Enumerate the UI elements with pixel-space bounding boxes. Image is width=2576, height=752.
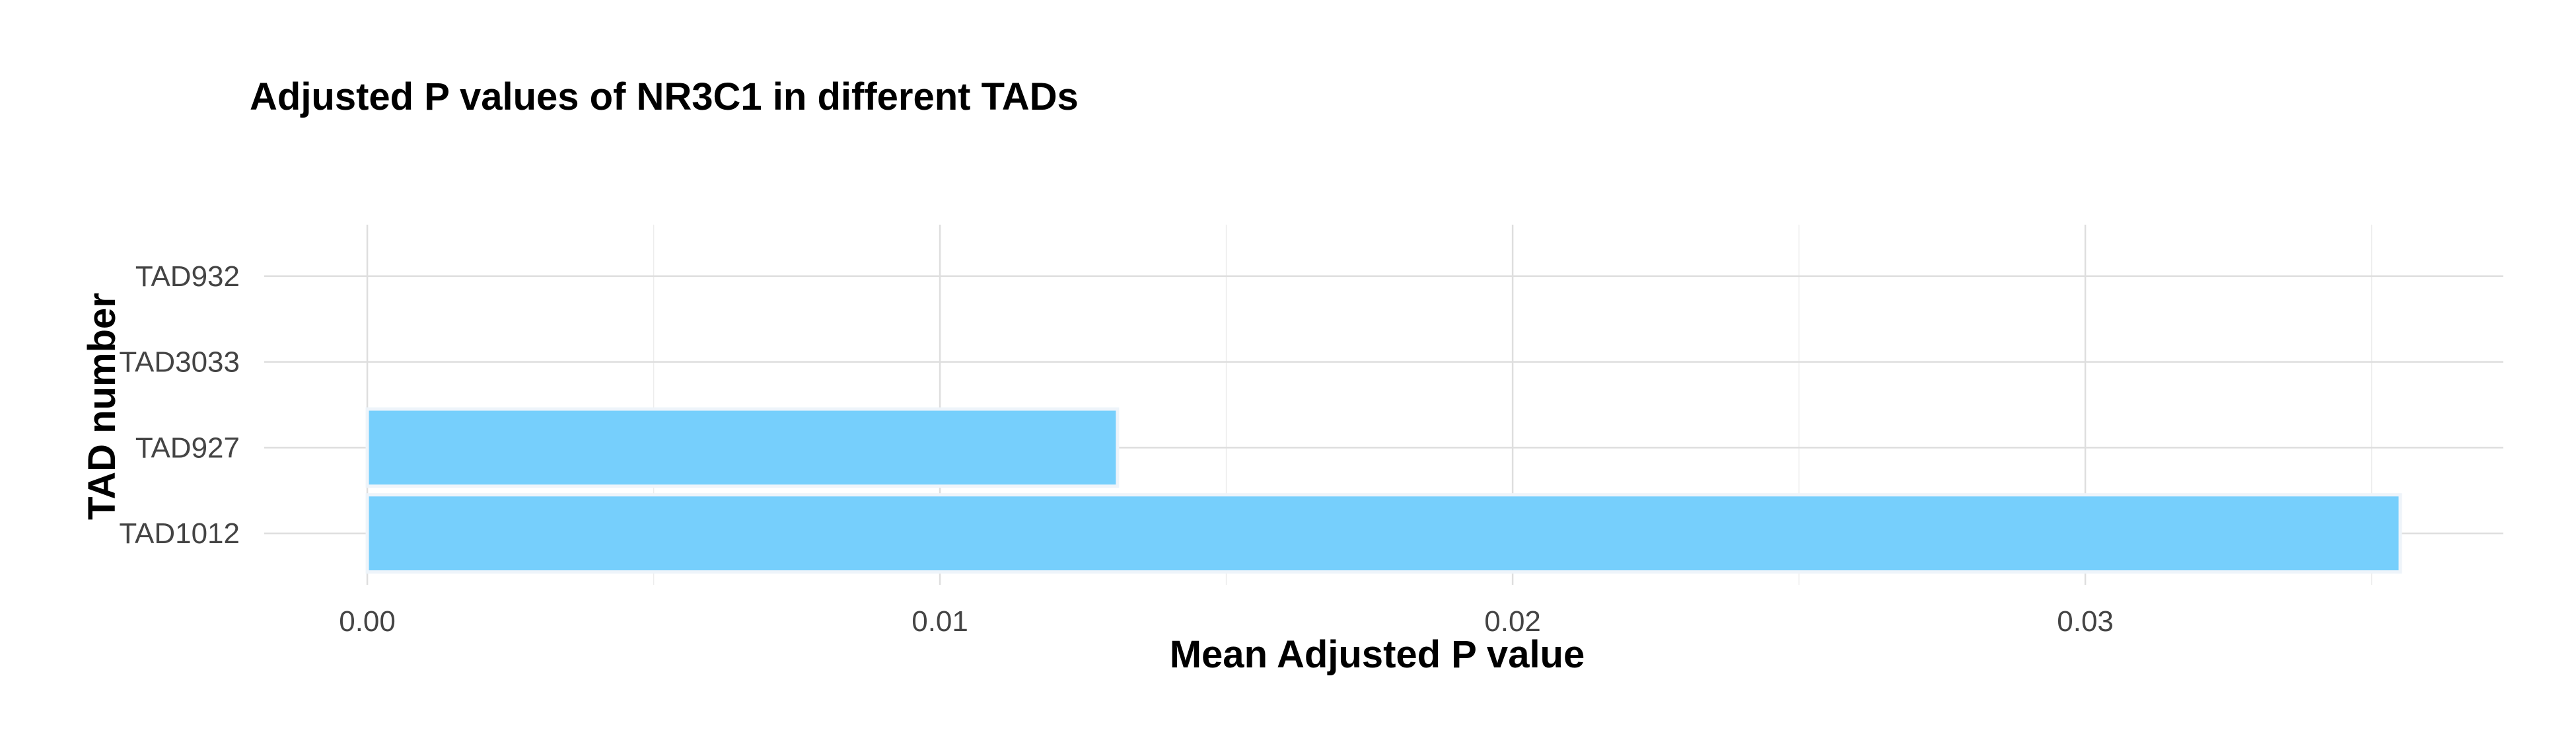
y-tick-label: TAD3033 bbox=[119, 346, 240, 379]
y-tick-label: TAD932 bbox=[135, 260, 240, 293]
chart-title: Adjusted P values of NR3C1 in different … bbox=[250, 75, 1079, 118]
x-tick-label: 0.00 bbox=[339, 605, 396, 638]
x-tick-label: 0.03 bbox=[2057, 605, 2114, 638]
bar-tad927 bbox=[365, 407, 1120, 488]
x-tick-label: 0.01 bbox=[912, 605, 968, 638]
y-axis-title: TAD number bbox=[81, 293, 124, 520]
x-tick-label: 0.02 bbox=[1484, 605, 1541, 638]
x-axis-tick-labels: 0.00 0.01 0.02 0.03 bbox=[339, 605, 2114, 638]
bars bbox=[365, 407, 2402, 574]
bar-tad1012 bbox=[365, 493, 2402, 574]
x-axis-title: Mean Adjusted P value bbox=[1170, 633, 1585, 676]
y-axis-tick-labels: TAD1012 TAD927 TAD3033 TAD932 bbox=[119, 260, 240, 550]
y-tick-label: TAD927 bbox=[135, 432, 240, 464]
y-tick-label: TAD1012 bbox=[119, 517, 240, 550]
